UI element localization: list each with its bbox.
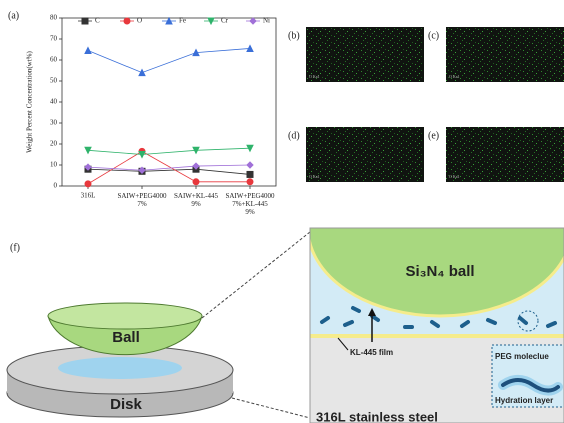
legend-marker — [250, 18, 256, 24]
panel-label: (f) — [10, 242, 20, 253]
y-axis-label: Weight Percent Concentration(wt%) — [26, 50, 34, 152]
ball-top — [48, 303, 202, 329]
y-tick-label: 70 — [50, 35, 58, 43]
legend-label: Cr — [221, 17, 229, 25]
legend-marker — [124, 18, 130, 24]
edx-map — [446, 27, 564, 82]
edx-map — [306, 27, 424, 82]
disk-label: Disk — [110, 396, 142, 413]
marker — [193, 179, 199, 185]
panel-label: (b) — [288, 30, 300, 41]
y-tick-label: 80 — [50, 14, 58, 22]
figure: (a) Weight Percent Concentration(wt%) 0 10 2… — [0, 0, 564, 423]
map-caption: O Ka1 — [449, 174, 460, 179]
map-caption: O Ka1 — [449, 74, 460, 79]
map-caption: O Ka1 — [309, 174, 320, 179]
ball-label: Ball — [112, 329, 140, 346]
y-tick-label: 20 — [50, 140, 58, 148]
peg-label: PEG moleclue — [495, 352, 549, 361]
marker — [247, 162, 253, 168]
contact-area — [58, 357, 182, 379]
y-tick-label: 0 — [54, 182, 58, 190]
marker — [247, 171, 253, 177]
legend-label: O — [137, 17, 142, 25]
legend-label: C — [95, 17, 100, 25]
film-layer — [310, 334, 564, 338]
x-tick-label: 316L — [81, 192, 96, 200]
marker — [139, 70, 145, 76]
map-caption: O Ka1 — [309, 74, 320, 79]
y-tick-label: 60 — [50, 56, 58, 64]
legend-label: Ni — [263, 17, 270, 25]
marker — [247, 179, 253, 185]
series-line — [88, 48, 250, 72]
legend-marker — [82, 18, 88, 24]
series-line — [88, 148, 250, 154]
si3n4-label: Si₃N₄ ball — [405, 263, 474, 280]
series-line — [88, 169, 250, 174]
marker — [85, 181, 91, 187]
panel-label: (d) — [288, 130, 300, 141]
y-tick-label: 30 — [50, 119, 58, 127]
panel-label: (a) — [8, 10, 19, 21]
film-label: KL-445 film — [350, 348, 393, 357]
steel-label: 316L stainless steel — [316, 409, 438, 423]
plot-frame — [62, 18, 276, 186]
zoom-line — [202, 232, 310, 318]
y-tick-label: 50 — [50, 77, 58, 85]
marker — [85, 48, 91, 54]
edx-map — [446, 127, 564, 182]
edx-map — [306, 127, 424, 182]
series-line — [88, 151, 250, 184]
zoom-line — [232, 398, 310, 418]
panel-label: (e) — [428, 130, 439, 141]
panel-label: (c) — [428, 30, 439, 41]
hydration-label: Hydration layer — [495, 396, 553, 405]
y-tick-label: 40 — [50, 98, 58, 106]
y-tick-label: 10 — [50, 161, 58, 169]
legend-label: Fe — [179, 17, 186, 25]
